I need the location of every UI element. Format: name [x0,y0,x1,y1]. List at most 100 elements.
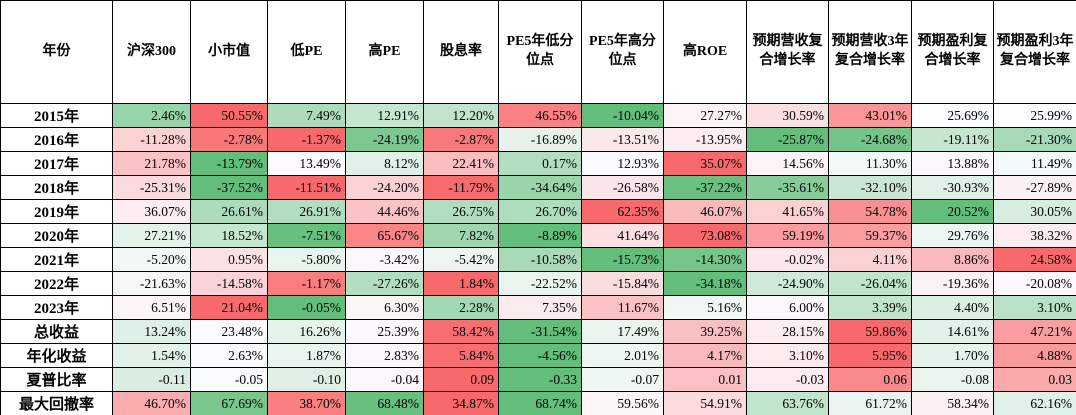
data-cell: -2.87% [423,127,499,152]
data-cell: 59.56% [581,391,664,415]
data-cell: -0.08 [911,367,994,392]
column-header: 年份 [0,0,113,104]
data-cell: 1.70% [911,343,994,368]
column-header: 预期营收3年复合增长率 [828,0,912,104]
data-cell: 36.07% [112,199,191,224]
data-cell: -24.19% [345,127,424,152]
data-cell: 5.95% [828,343,912,368]
column-header: 高ROE [663,0,747,104]
table-row: 最大回撤率 46.70% 67.69% 38.70% 68.48% 34.87% 68.74… [0,391,1076,415]
data-cell: -15.84% [581,271,664,296]
data-cell: 50.55% [190,103,268,128]
table-header: 年份 沪深300 小市值 低PE 高PE 股息率 PE5年低分位点 PE5年高分位点 高ROE 预… [0,0,1076,104]
data-cell: 43.01% [828,103,912,128]
data-cell: -4.56% [498,343,582,368]
data-cell: 25.39% [345,319,424,344]
data-cell: -0.04 [345,367,424,392]
table-row: 2022年 -21.63% -14.58% -1.17% -27.26% 1.84% -22… [0,271,1076,296]
data-cell: 1.54% [112,343,191,368]
column-header: 股息率 [423,0,499,104]
data-cell: 46.55% [498,103,582,128]
data-cell: 54.78% [828,199,912,224]
data-cell: -14.30% [663,247,747,272]
data-cell: 17.49% [581,319,664,344]
table-row: 夏普比率 -0.11 -0.05 -0.10 -0.04 0.09 -0.33 -0.07 0.… [0,367,1076,392]
data-cell: -0.10 [267,367,346,392]
data-cell: -24.20% [345,175,424,200]
data-cell: 27.21% [112,223,191,248]
data-cell: -2.78% [190,127,268,152]
data-cell: 11.67% [581,295,664,320]
table-row: 2020年 27.21% 18.52% -7.51% 65.67% 7.82% -8.89%… [0,223,1076,248]
data-cell: 11.30% [828,151,912,176]
data-cell: -34.18% [663,271,747,296]
data-cell: 0.95% [190,247,268,272]
data-cell: 6.30% [345,295,424,320]
data-cell: 25.69% [911,103,994,128]
data-cell: 3.39% [828,295,912,320]
data-cell: -5.42% [423,247,499,272]
data-cell: 39.25% [663,319,747,344]
data-cell: 26.61% [190,199,268,224]
data-cell: -0.03 [746,367,829,392]
data-cell: 12.20% [423,103,499,128]
data-cell: 62.16% [993,391,1076,415]
data-cell: -0.02% [746,247,829,272]
column-header: 预期营收复合增长率 [746,0,829,104]
data-cell: -24.90% [746,271,829,296]
data-cell: -10.58% [498,247,582,272]
data-cell: -27.26% [345,271,424,296]
data-cell: 41.64% [581,223,664,248]
data-cell: 1.84% [423,271,499,296]
data-cell: 25.99% [993,103,1076,128]
data-cell: 46.70% [112,391,191,415]
column-header: 高PE [345,0,424,104]
table-row: 2015年 2.46% 50.55% 7.49% 12.91% 12.20% 46.55% -… [0,103,1076,128]
data-cell: -30.93% [911,175,994,200]
data-cell: 11.49% [993,151,1076,176]
data-cell: -0.11 [112,367,191,392]
table-row: 2023年 6.51% 21.04% -0.05% 6.30% 2.28% 7.35% 11.… [0,295,1076,320]
data-cell: -0.07 [581,367,664,392]
data-cell: 0.09 [423,367,499,392]
column-header: PE5年高分位点 [581,0,664,104]
data-cell: -35.61% [746,175,829,200]
data-cell: 8.86% [911,247,994,272]
data-cell: 4.40% [911,295,994,320]
data-cell: -32.10% [828,175,912,200]
data-cell: -34.64% [498,175,582,200]
data-cell: 0.17% [498,151,582,176]
data-cell: -11.79% [423,175,499,200]
data-cell: -13.51% [581,127,664,152]
data-cell: -15.73% [581,247,664,272]
row-label: 2019年 [0,199,113,224]
column-header: 小市值 [190,0,268,104]
data-cell: -37.52% [190,175,268,200]
data-cell: 47.21% [993,319,1076,344]
data-cell: -11.51% [267,175,346,200]
data-cell: -1.37% [267,127,346,152]
data-cell: 12.91% [345,103,424,128]
data-cell: 30.59% [746,103,829,128]
data-cell: 5.84% [423,343,499,368]
data-cell: -0.33 [498,367,582,392]
row-label: 最大回撤率 [0,391,113,415]
row-label: 2017年 [0,151,113,176]
data-cell: -10.04% [581,103,664,128]
row-label: 2016年 [0,127,113,152]
data-cell: 0.03 [993,367,1076,392]
data-cell: 26.91% [267,199,346,224]
data-cell: 2.28% [423,295,499,320]
data-cell: 35.07% [663,151,747,176]
data-cell: 8.12% [345,151,424,176]
data-cell: -13.79% [190,151,268,176]
data-cell: 67.69% [190,391,268,415]
data-cell: -24.68% [828,127,912,152]
data-cell: 46.07% [663,199,747,224]
table-row: 年化收益 1.54% 2.63% 1.87% 2.83% 5.84% -4.56% 2.01%… [0,343,1076,368]
row-label: 2023年 [0,295,113,320]
data-cell: 6.00% [746,295,829,320]
column-header: 低PE [267,0,346,104]
